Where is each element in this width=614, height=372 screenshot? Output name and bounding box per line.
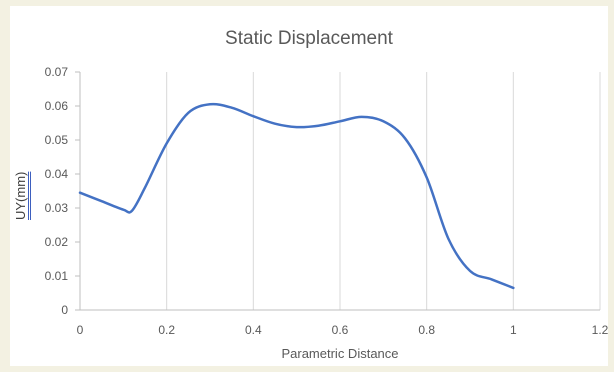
y-tick-label: 0 <box>61 303 68 317</box>
y-tick-label: 0.02 <box>45 235 69 249</box>
y-tick-label: 0.05 <box>45 133 69 147</box>
y-tick-label: 0.03 <box>45 201 69 215</box>
x-tick-label: 0.2 <box>158 323 175 337</box>
series-line-0 <box>78 102 515 290</box>
chart-card: Static Displacement UY(mm) 0 0.01 0.02 0.03… <box>10 6 608 366</box>
x-tick-label: 0.8 <box>418 323 435 337</box>
line-chart: 0 0.01 0.02 0.03 0.04 0.05 0.06 0.07 0 0.2 0.4 0.6 0… <box>45 65 608 361</box>
x-tick-label: 0.6 <box>332 323 349 337</box>
x-tick-label: 0 <box>77 323 84 337</box>
x-axis-title: Parametric Distance <box>281 346 398 361</box>
x-tick-label: 1 <box>510 323 517 337</box>
y-tick-label: 0.04 <box>45 167 69 181</box>
y-tick-label: 0.07 <box>45 65 69 79</box>
chart-title: Static Displacement <box>225 28 393 49</box>
y-tick-label: 0.01 <box>45 269 69 283</box>
y-tick-label: 0.06 <box>45 99 69 113</box>
x-tick-label: 0.4 <box>245 323 262 337</box>
x-tick-label: 1.2 <box>592 323 608 337</box>
